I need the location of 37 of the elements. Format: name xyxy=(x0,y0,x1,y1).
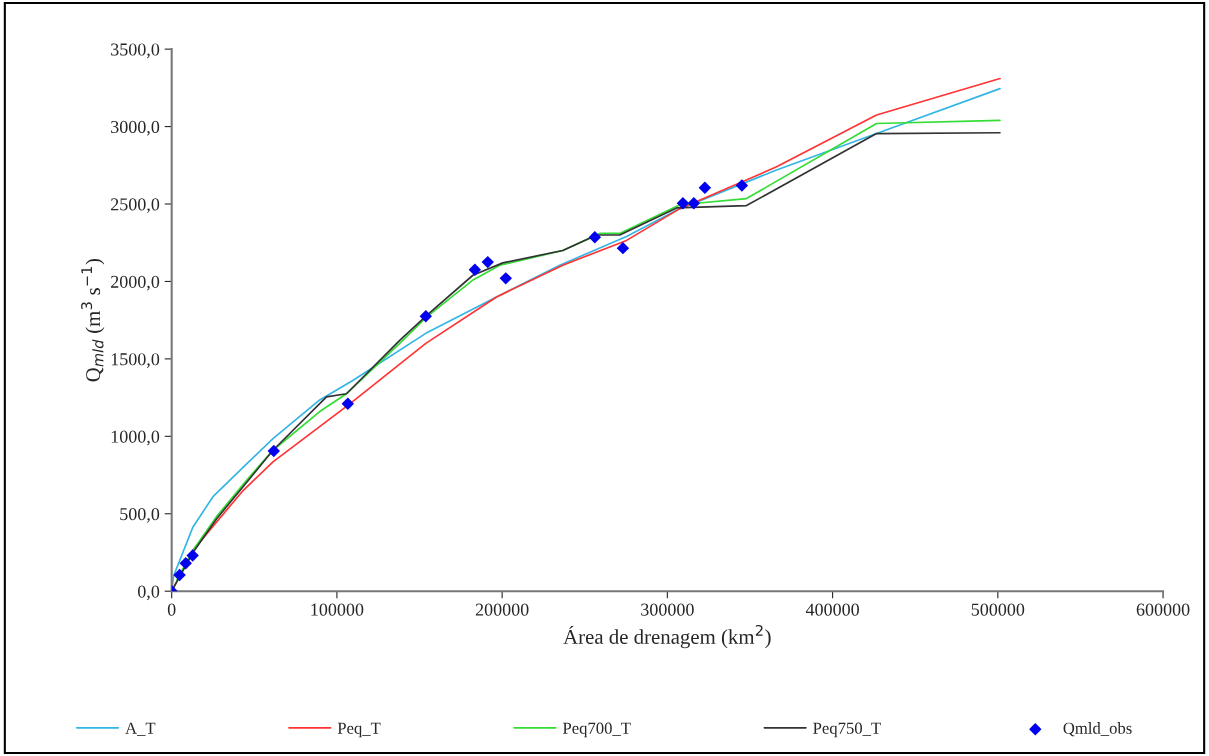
point xyxy=(687,197,701,210)
x-tick-label: 300000 xyxy=(641,603,694,616)
legend-label: Peq_T xyxy=(337,722,381,738)
legend-label: Qmld_obs xyxy=(1063,722,1132,737)
y-tick-label: 0,0 xyxy=(137,585,160,601)
point xyxy=(173,568,186,582)
point xyxy=(419,310,433,323)
x-tick-label: 100000 xyxy=(311,603,364,616)
point xyxy=(698,181,712,194)
x-tick-label: 500000 xyxy=(971,603,1025,616)
y-tick-label: 3500,0 xyxy=(111,43,160,59)
y-axis-title: Q$_{mld}$ (m$^{3}$ s$^{−1}$) xyxy=(81,259,105,382)
point xyxy=(341,397,355,411)
x-axis-title: Área de drenagem (km$^{2}$) xyxy=(563,624,771,649)
point xyxy=(186,549,199,562)
point xyxy=(468,263,482,277)
point xyxy=(179,557,192,570)
point xyxy=(481,255,494,269)
legend-label: A_T xyxy=(125,722,156,736)
y-tick-label: 2000,0 xyxy=(111,275,160,291)
y-tick-label: 500,0 xyxy=(120,508,160,523)
x-tick-label: 600000 xyxy=(1136,603,1190,616)
legend-label: Peq700_T xyxy=(562,722,631,738)
point xyxy=(616,241,630,255)
y-tick-label: 3000,0 xyxy=(111,120,160,136)
y-tick-label: 1500,0 xyxy=(111,353,160,368)
point xyxy=(735,179,749,192)
point xyxy=(676,197,690,210)
legend-label: Peq750_T xyxy=(813,722,881,738)
point xyxy=(267,444,280,458)
x-tick-label: 400000 xyxy=(805,603,859,616)
point xyxy=(499,272,512,285)
y-tick-label: 1000,0 xyxy=(111,430,160,446)
x-tick-label: 0 xyxy=(167,603,176,616)
point xyxy=(588,231,602,244)
y-tick-label: 2500,0 xyxy=(111,198,160,214)
x-tick-label: 200000 xyxy=(475,603,529,616)
